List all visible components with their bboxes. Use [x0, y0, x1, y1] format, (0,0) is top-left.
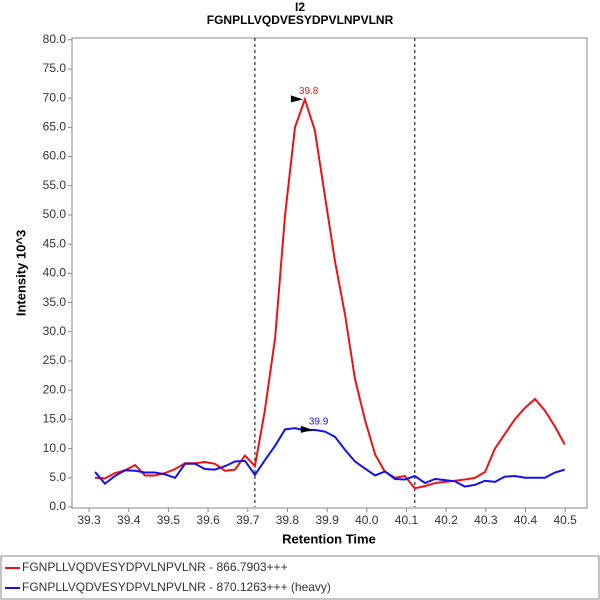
legend-label: FGNPLLVQDVESYDPVLNPVLNR - 870.1263+++ (h…: [22, 580, 331, 594]
y-tick-label: 55.0: [43, 178, 67, 192]
x-tick-label: 39.7: [236, 513, 260, 527]
legend-label: FGNPLLVQDVESYDPVLNPVLNR - 866.7903+++: [22, 560, 288, 574]
annotation-label: 39.9: [309, 417, 329, 428]
series-line: [94, 96, 566, 490]
y-tick-label: 15.0: [43, 412, 67, 426]
x-tick-label: 40.5: [553, 513, 577, 527]
y-tick-label: 40.0: [43, 266, 67, 280]
chart-subtitle: FGNPLLVQDVESYDPVLNPVLNR: [207, 13, 394, 27]
y-tick-label: 10.0: [43, 441, 67, 455]
x-tick-label: 39.9: [315, 513, 339, 527]
x-axis-label: Retention Time: [282, 531, 376, 546]
y-tick-label: 75.0: [43, 61, 67, 75]
annotation-label: 39.8: [299, 86, 319, 97]
y-tick-label: 0.0: [49, 499, 66, 513]
y-tick-label: 70.0: [43, 90, 67, 104]
x-tick-label: 39.4: [117, 513, 141, 527]
x-tick-label: 40.2: [434, 513, 458, 527]
y-tick-label: 65.0: [43, 120, 67, 134]
annotation-arrow: [300, 425, 313, 433]
x-tick-label: 40.3: [474, 513, 498, 527]
y-tick-label: 50.0: [43, 207, 67, 221]
y-tick-label: 30.0: [43, 324, 67, 338]
y-tick-label: 45.0: [43, 236, 67, 250]
x-tick-label: 40.1: [395, 513, 419, 527]
y-axis-label: Intensity 10^3: [13, 230, 28, 316]
x-tick-label: 40.0: [355, 513, 379, 527]
x-tick-label: 39.3: [77, 513, 101, 527]
x-tick-label: 39.6: [196, 513, 220, 527]
legend-box: [0, 555, 600, 600]
y-tick-label: 25.0: [43, 353, 67, 367]
x-tick-label: 39.8: [276, 513, 300, 527]
chart-title: I2: [295, 0, 305, 14]
y-tick-label: 60.0: [43, 149, 67, 163]
annotation-arrow: [290, 95, 303, 103]
series-line: [94, 427, 566, 488]
y-tick-label: 5.0: [49, 470, 66, 484]
y-tick-label: 80.0: [43, 32, 67, 46]
y-tick-label: 35.0: [43, 295, 67, 309]
x-tick-label: 40.4: [514, 513, 538, 527]
x-tick-label: 39.5: [157, 513, 181, 527]
y-tick-label: 20.0: [43, 382, 67, 396]
